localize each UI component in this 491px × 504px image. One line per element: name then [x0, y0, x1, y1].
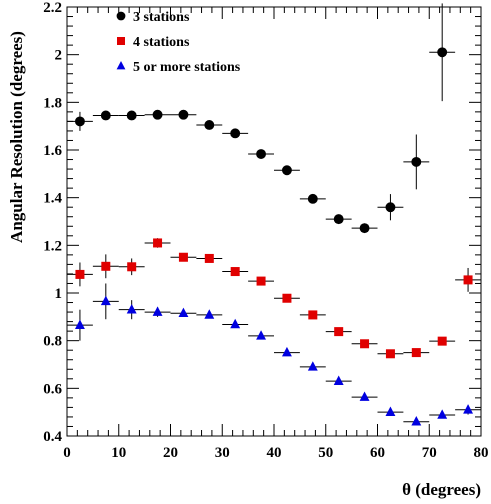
data-point: [334, 327, 344, 337]
y-tick-label: 1: [55, 286, 63, 302]
legend: 3 stations 4 stations 5 or more stations: [116, 10, 241, 75]
data-point: [437, 336, 447, 346]
data-point: [359, 391, 370, 401]
data-point: [256, 330, 267, 340]
data-point: [116, 11, 126, 21]
data-point: [307, 193, 318, 204]
data-point: [178, 307, 189, 318]
data-point: [281, 165, 292, 176]
data-point: [74, 319, 85, 329]
data-point: [230, 128, 241, 139]
y-tick-label: 1.6: [43, 143, 62, 159]
x-tick-label: 80: [474, 445, 489, 461]
data-point: [437, 409, 448, 419]
data-point: [411, 348, 421, 358]
data-point: [360, 339, 370, 349]
y-tick-label: 0.4: [43, 429, 62, 445]
data-point: [116, 60, 126, 70]
data-point: [411, 156, 422, 167]
data-point: [126, 304, 137, 314]
axes: 0 10 20 30 40 50 60 70 80 0.4 0.6 0.8 1 1.2 1.4 1.6 1.8 2…: [43, 0, 488, 461]
data-point: [308, 310, 318, 320]
data-point: [385, 202, 396, 213]
data-point: [101, 261, 111, 271]
legend-label: 4 stations: [133, 35, 190, 50]
legend-label: 5 or more stations: [133, 60, 241, 75]
data-point: [411, 416, 422, 426]
legend-entry: 5 or more stations: [116, 60, 241, 75]
y-tick-label: 1.2: [43, 238, 62, 254]
data-point: [256, 276, 266, 286]
data-point: [204, 309, 215, 319]
data-point: [74, 116, 85, 127]
legend-entry: 3 stations: [116, 10, 190, 25]
data-point: [463, 275, 473, 285]
data-point: [307, 361, 318, 371]
data-point: [152, 109, 163, 120]
y-axis-label: Angular Resolution (degrees): [7, 31, 26, 243]
data-point: [385, 349, 395, 359]
data-point: [281, 346, 292, 357]
data-point: [385, 406, 396, 416]
data-point: [204, 253, 214, 263]
y-tick-label: 1.8: [43, 95, 62, 111]
data-point: [204, 120, 215, 130]
data-point: [152, 306, 163, 316]
data-point: [117, 37, 125, 45]
x-tick-label: 70: [422, 445, 437, 461]
series: [67, 3, 456, 234]
data-point: [333, 375, 344, 385]
data-point: [100, 295, 111, 306]
data-point: [230, 267, 240, 277]
x-tick-label: 60: [370, 445, 385, 461]
x-tick-label: 10: [111, 445, 126, 461]
data-point: [256, 149, 267, 160]
data-point: [333, 214, 344, 225]
y-tick-label: 0.8: [43, 334, 62, 350]
data-point: [282, 293, 292, 303]
x-tick-label: 40: [267, 445, 282, 461]
data-point: [178, 252, 188, 262]
data-point: [178, 109, 189, 120]
y-tick-label: 0.6: [43, 381, 62, 397]
data-point: [127, 262, 137, 272]
x-tick-label: 20: [163, 445, 178, 461]
x-tick-label: 0: [63, 445, 71, 461]
y-tick-label: 1.4: [43, 191, 62, 207]
y-tick-label: 2: [55, 48, 63, 64]
x-tick-label: 30: [215, 445, 230, 461]
legend-entry: 4 stations: [117, 35, 190, 50]
data-point: [359, 223, 370, 234]
data-point: [126, 110, 137, 121]
x-tick-label: 50: [318, 445, 333, 461]
series-layer: [67, 3, 481, 426]
data-point: [463, 404, 474, 414]
data-point: [230, 318, 241, 329]
data-point: [153, 238, 163, 248]
data-point: [100, 110, 111, 121]
y-tick-label: 2.2: [43, 0, 62, 16]
data-point: [437, 47, 448, 58]
legend-label: 3 stations: [133, 10, 190, 25]
data-point: [75, 269, 85, 279]
series: [67, 283, 481, 426]
series: [67, 238, 481, 359]
plot-frame: [66, 6, 482, 437]
x-axis-label: θ (degrees): [402, 480, 481, 499]
